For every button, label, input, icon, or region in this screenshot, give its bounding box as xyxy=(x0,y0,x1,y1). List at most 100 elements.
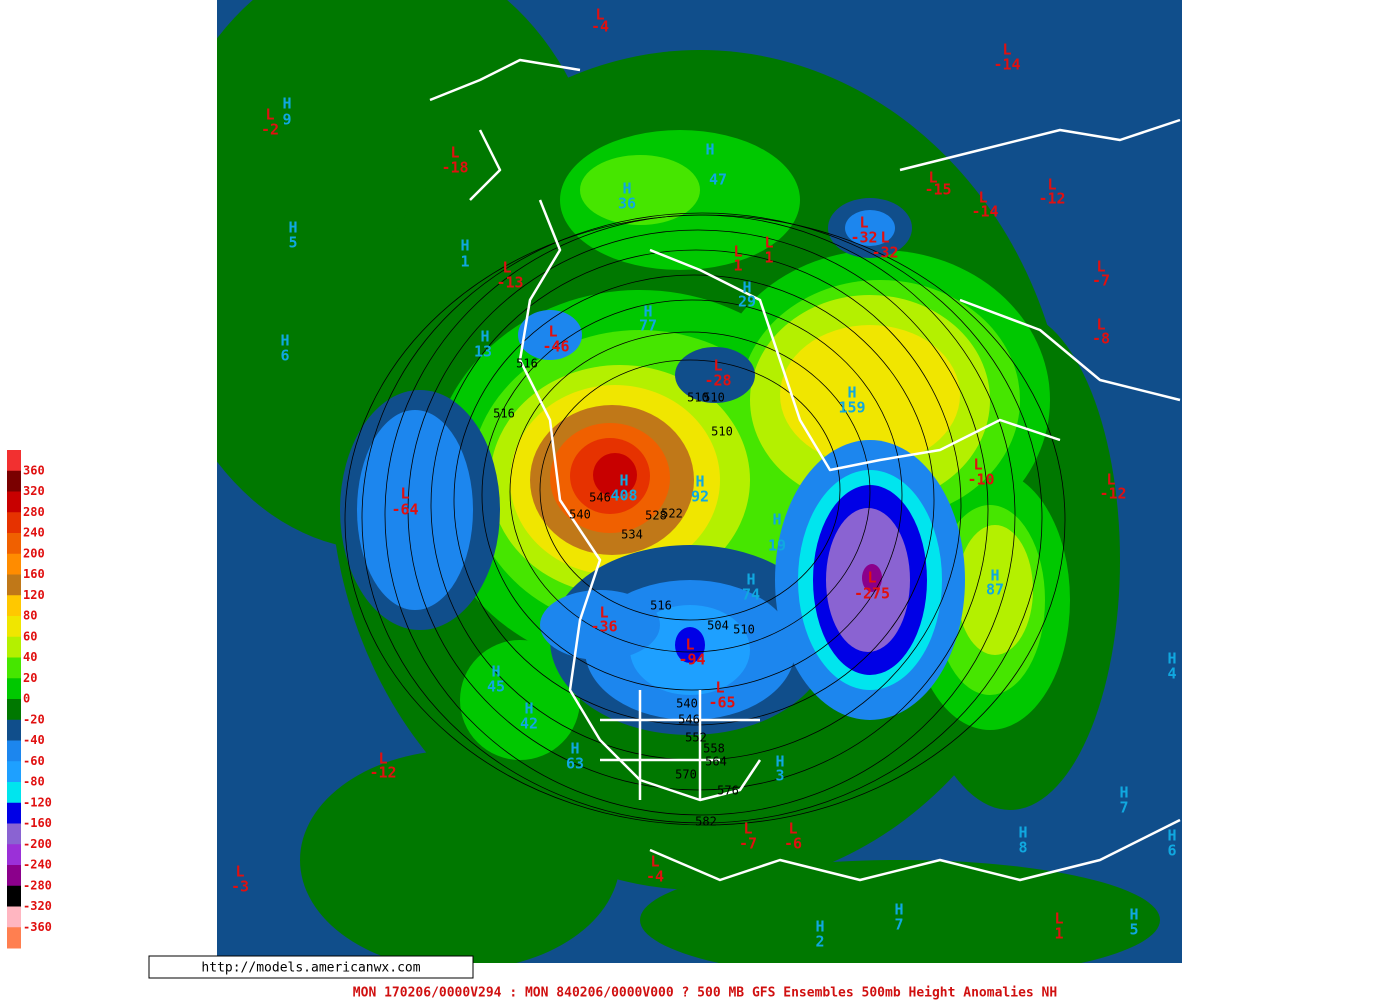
center-letter: L xyxy=(685,636,694,654)
center-value: -4 xyxy=(591,18,609,36)
contour-label: 546 xyxy=(589,491,611,505)
contour-label: 522 xyxy=(661,507,683,521)
legend-swatch xyxy=(7,491,21,513)
center-letter: H xyxy=(524,700,533,718)
center-value: -8 xyxy=(1092,330,1110,348)
center-value: 45 xyxy=(487,678,505,696)
center-letter: H xyxy=(746,571,755,589)
center-letter: H xyxy=(772,511,781,529)
center-letter: L xyxy=(1096,258,1105,276)
center-letter: H xyxy=(280,332,289,350)
center-value: -36 xyxy=(590,618,617,636)
center-letter: L xyxy=(400,485,409,503)
center-letter: L xyxy=(1096,316,1105,334)
anomaly-area xyxy=(640,860,1160,963)
anomaly-area xyxy=(460,640,580,760)
legend-label: 200 xyxy=(23,546,45,560)
anomaly-area xyxy=(675,347,755,403)
center-letter: L xyxy=(548,323,557,341)
center-value: 29 xyxy=(738,293,756,311)
legend-swatch xyxy=(7,802,21,824)
center-letter: L xyxy=(733,243,742,261)
anomaly-area xyxy=(845,210,895,246)
legend-swatch xyxy=(7,782,21,804)
contour-label: 504 xyxy=(707,619,729,633)
center-value: 3 xyxy=(775,767,784,785)
legend-swatch xyxy=(7,553,21,575)
center-value: 13 xyxy=(474,343,492,361)
center-letter: H xyxy=(990,567,999,585)
center-value: 1 xyxy=(764,249,773,267)
contour-label: 570 xyxy=(675,768,697,782)
contour xyxy=(453,274,935,726)
legend-swatch xyxy=(7,823,21,845)
center-letter: H xyxy=(705,141,714,159)
coastline xyxy=(649,248,1061,472)
center-value: -28 xyxy=(704,372,731,390)
legend-swatch xyxy=(7,616,21,638)
legend-label: 40 xyxy=(23,650,37,664)
center-value: 5 xyxy=(288,234,297,252)
center-value: 36 xyxy=(618,195,636,213)
coastline xyxy=(649,818,1181,882)
coastline xyxy=(429,58,581,201)
center-value: 2 xyxy=(815,933,824,951)
center-letter: H xyxy=(847,384,856,402)
center-letter: L xyxy=(973,456,982,474)
center-value: 1 xyxy=(733,257,742,275)
center-value: 6 xyxy=(1167,842,1176,860)
contour xyxy=(361,212,1043,824)
legend-swatch xyxy=(7,740,21,762)
contour xyxy=(539,359,841,621)
legend-swatch xyxy=(7,719,21,741)
legend: 360320280240200160120806040200-20-40-60-… xyxy=(7,450,52,949)
contour-label: 510 xyxy=(733,623,755,637)
legend-label: -360 xyxy=(23,920,52,934)
contour-label: 516 xyxy=(493,407,515,421)
center-letter: L xyxy=(450,144,459,162)
center-value: 9 xyxy=(282,111,291,129)
legend-label: 280 xyxy=(23,505,45,519)
center-letter: L xyxy=(378,750,387,768)
center-letter: L xyxy=(1106,471,1115,489)
legend-label: -120 xyxy=(23,795,52,809)
center-letter: L xyxy=(1054,910,1063,928)
contour-label: 540 xyxy=(676,697,698,711)
legend-swatch xyxy=(7,657,21,679)
anomaly-area xyxy=(957,525,1033,655)
center-value: -6 xyxy=(784,835,802,853)
legend-label: -80 xyxy=(23,775,45,789)
center-letter: L xyxy=(650,853,659,871)
center-letter: L xyxy=(599,604,608,622)
legend-label: 80 xyxy=(23,609,37,623)
center-value: 7 xyxy=(1119,799,1128,817)
contour-label: 516 xyxy=(650,599,672,613)
center-value: -10 xyxy=(967,471,994,489)
center-letter: H xyxy=(491,663,500,681)
center-letter: H xyxy=(480,328,489,346)
legend-swatch xyxy=(7,699,21,721)
center-value: -4 xyxy=(646,868,664,886)
center-letter: L xyxy=(1002,41,1011,59)
center-value: 159 xyxy=(838,399,865,417)
center-letter: H xyxy=(282,95,291,113)
contour-label: 552 xyxy=(685,731,707,745)
center-letter: L xyxy=(595,6,604,24)
center-letter: H xyxy=(619,472,628,490)
center-letter: H xyxy=(643,303,652,321)
legend-swatch xyxy=(7,450,21,472)
anomaly-area xyxy=(518,310,582,360)
center-value: -12 xyxy=(369,764,396,782)
contour-label: 510 xyxy=(711,425,733,439)
legend-label: 20 xyxy=(23,671,37,685)
center-letter: L xyxy=(1047,176,1056,194)
center-letter: L xyxy=(743,820,752,838)
center-value: -18 xyxy=(441,159,468,177)
legend-swatch xyxy=(7,636,21,658)
center-value: -7 xyxy=(739,835,757,853)
contour-label: 582 xyxy=(695,815,717,829)
legend-label: 360 xyxy=(23,463,45,477)
coastline xyxy=(600,690,760,800)
center-letter: L xyxy=(978,189,987,207)
